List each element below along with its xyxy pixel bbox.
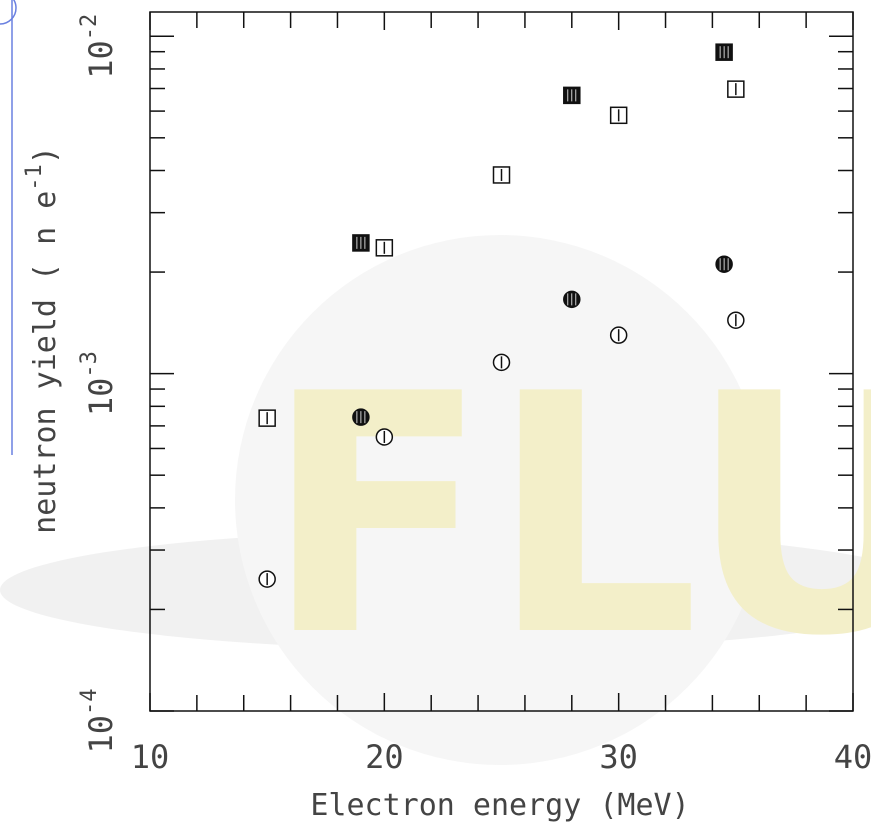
y-axis-label: neutron yield ( n e-1) bbox=[22, 146, 63, 534]
data-point bbox=[715, 43, 733, 61]
data-point bbox=[609, 326, 628, 344]
data-point bbox=[727, 80, 745, 98]
data-point bbox=[715, 255, 733, 273]
y-tick-label-exponent: -3 bbox=[77, 351, 102, 378]
data-point bbox=[492, 353, 511, 372]
y-tick-label: 10-4 bbox=[77, 688, 120, 753]
y-tick-label: 10-2 bbox=[77, 14, 120, 79]
data-point bbox=[492, 166, 511, 184]
data-point bbox=[563, 290, 581, 309]
data-point bbox=[727, 311, 745, 329]
data-point bbox=[352, 408, 370, 426]
y-axis-label-text: neutron yield ( n e bbox=[28, 191, 63, 534]
y-tick-label-base: 10 bbox=[82, 378, 120, 417]
x-tick-label: 40 bbox=[834, 738, 871, 776]
x-tick-label: 30 bbox=[599, 738, 638, 776]
watermark-globe bbox=[235, 235, 765, 765]
plot-frame bbox=[149, 11, 854, 712]
data-point bbox=[258, 409, 276, 427]
y-axis-label-suffix: ) bbox=[28, 146, 63, 164]
watermark-text: FLU bbox=[264, 324, 871, 708]
data-point bbox=[563, 86, 581, 105]
x-tick-label: 10 bbox=[131, 738, 170, 776]
data-point bbox=[609, 106, 628, 125]
data-point bbox=[258, 570, 276, 588]
y-tick-label: 10-3 bbox=[77, 351, 120, 416]
data-point bbox=[352, 234, 370, 252]
x-axis-label: Electron energy (MeV) bbox=[310, 788, 689, 823]
decor-circle bbox=[0, 0, 17, 25]
watermark-logo bbox=[0, 235, 871, 765]
x-tick-label: 20 bbox=[365, 738, 404, 776]
y-tick-label-base: 10 bbox=[82, 715, 120, 754]
y-tick-label-exponent: -2 bbox=[77, 14, 102, 41]
y-tick-label-exponent: -4 bbox=[77, 688, 102, 715]
watermark-swoosh bbox=[0, 530, 871, 650]
data-point bbox=[375, 428, 394, 446]
y-tick-label-base: 10 bbox=[82, 40, 120, 79]
data-point bbox=[375, 239, 394, 257]
y-axis-label-sup: -1 bbox=[22, 164, 47, 191]
